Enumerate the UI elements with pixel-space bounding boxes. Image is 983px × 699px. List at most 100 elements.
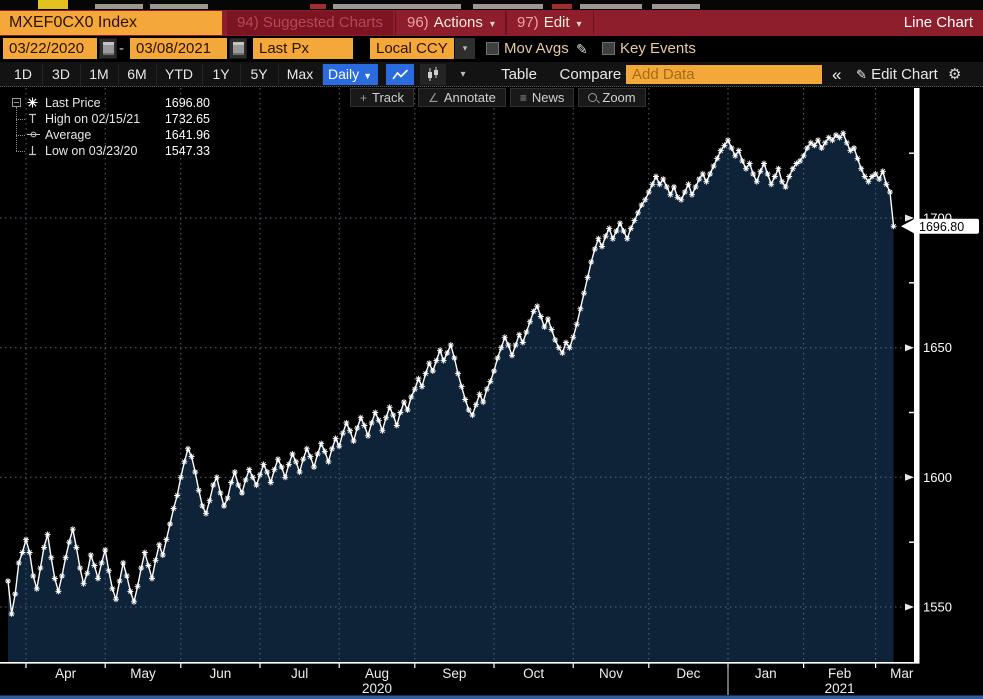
ticker-fragment bbox=[150, 4, 208, 9]
table-button[interactable]: Table bbox=[501, 66, 537, 83]
line-chart-type-button[interactable] bbox=[386, 64, 414, 85]
edit-menu-number: 97) bbox=[517, 14, 539, 31]
news-button[interactable]: ≡ News bbox=[509, 88, 575, 107]
svg-text:Jun: Jun bbox=[210, 666, 232, 681]
candlestick-chart-type-button[interactable] bbox=[420, 64, 446, 85]
chevron-down-icon: ▾ bbox=[576, 19, 582, 30]
range-button-ytd[interactable]: YTD bbox=[156, 64, 203, 85]
legend-label: Last Price bbox=[45, 96, 101, 110]
chart-toolbar: + Track ∠ Annotate ≡ News Zoom bbox=[350, 88, 646, 107]
edit-menu-button[interactable]: 97) Edit ▾ bbox=[505, 11, 594, 35]
svg-text:Feb: Feb bbox=[828, 666, 851, 681]
svg-text:Apr: Apr bbox=[55, 666, 77, 681]
add-data-input[interactable] bbox=[626, 65, 822, 84]
compare-label: Compare bbox=[559, 66, 622, 83]
price-field-selector[interactable]: Last Px bbox=[253, 38, 353, 59]
pencil-icon[interactable]: ✎ bbox=[576, 41, 588, 57]
line-chart-icon bbox=[391, 69, 408, 80]
mov-avgs-label[interactable]: Mov Avgs bbox=[504, 40, 569, 57]
edit-chart-button[interactable]: ✎ Edit Chart bbox=[856, 64, 938, 85]
svg-text:1696.80: 1696.80 bbox=[919, 220, 964, 234]
legend-row-high[interactable]: High on 02/15/21 1732.65 bbox=[12, 111, 242, 127]
legend-row-low[interactable]: Low on 03/23/20 1547.33 bbox=[12, 143, 242, 159]
legend-tree-line bbox=[16, 119, 25, 120]
series-point-markers bbox=[5, 130, 897, 617]
legend-row-average[interactable]: Average 1641.96 bbox=[12, 127, 242, 143]
ticker-fragment bbox=[652, 4, 700, 9]
title-bar: MXEF0CX0 Index 94) Suggested Charts 96) A… bbox=[0, 10, 983, 36]
compare-button[interactable]: Compare ▾ bbox=[556, 64, 634, 85]
start-date-field[interactable]: 03/22/2020 bbox=[3, 38, 97, 59]
function-key-badge bbox=[38, 0, 68, 9]
security-ticker-field[interactable]: MXEF0CX0 Index bbox=[0, 11, 222, 35]
svg-text:1650: 1650 bbox=[923, 340, 952, 355]
chevron-down-icon: ▾ bbox=[462, 43, 468, 53]
magnifier-icon bbox=[588, 93, 598, 102]
annotate-button[interactable]: ∠ Annotate bbox=[418, 88, 506, 107]
svg-text:2021: 2021 bbox=[825, 681, 855, 696]
calendar-icon[interactable] bbox=[99, 38, 117, 59]
ticker-fragment bbox=[473, 4, 543, 9]
ticker-fragment bbox=[580, 4, 642, 9]
ticker-fragment bbox=[552, 4, 572, 9]
mov-avgs-checkbox[interactable] bbox=[486, 42, 499, 55]
collapse-panel-button[interactable]: « bbox=[832, 65, 842, 84]
frequency-dropdown[interactable]: Daily ▼ bbox=[322, 64, 378, 85]
calendar-glyph bbox=[232, 42, 244, 55]
legend-row-last-price[interactable]: Last Price 1696.80 bbox=[12, 95, 242, 111]
svg-text:Oct: Oct bbox=[523, 666, 544, 681]
currency-selector[interactable]: Local CCY bbox=[370, 38, 454, 59]
pencil-icon: ✎ bbox=[856, 67, 867, 82]
series-area bbox=[8, 133, 894, 663]
chart-type-label: Line Chart bbox=[903, 14, 973, 31]
legend-tree-line bbox=[16, 135, 25, 136]
zoom-label: Zoom bbox=[602, 90, 636, 105]
range-button-1y[interactable]: 1Y bbox=[202, 64, 241, 85]
gear-icon[interactable]: ⚙ bbox=[948, 66, 962, 83]
period-bar: Daily▼ ▾ Table Compare ▾ « ✎ Edit Chart … bbox=[0, 62, 983, 87]
track-button[interactable]: + Track bbox=[350, 88, 415, 107]
date-range-separator: - bbox=[119, 40, 124, 57]
key-events-checkbox[interactable] bbox=[602, 42, 615, 55]
svg-text:1550: 1550 bbox=[923, 600, 952, 615]
range-button-1m[interactable]: 1M bbox=[80, 64, 119, 85]
news-lines-icon: ≡ bbox=[519, 90, 527, 105]
ticker-fragment bbox=[333, 4, 461, 9]
crosshair-icon: + bbox=[360, 90, 368, 105]
legend-value: 1641.96 bbox=[164, 128, 210, 142]
legend-tree-line bbox=[16, 151, 25, 152]
svg-text:Jan: Jan bbox=[755, 666, 777, 681]
range-button-max[interactable]: Max bbox=[278, 64, 323, 85]
last-price-badge: 1696.80 bbox=[901, 218, 979, 234]
svg-text:Dec: Dec bbox=[676, 666, 700, 681]
currency-dropdown-button[interactable]: ▾ bbox=[455, 38, 475, 59]
zoom-button[interactable]: Zoom bbox=[578, 88, 646, 107]
low-marker-icon bbox=[27, 145, 38, 159]
actions-menu-number: 96) bbox=[407, 14, 429, 31]
legend-value: 1696.80 bbox=[164, 96, 210, 110]
annotate-pencil-icon: ∠ bbox=[428, 90, 439, 105]
average-marker-icon bbox=[27, 129, 40, 143]
legend-collapse-icon[interactable] bbox=[12, 98, 21, 107]
chart-type-dropdown-button[interactable]: ▾ bbox=[452, 64, 474, 85]
range-button-6m[interactable]: 6M bbox=[118, 64, 157, 85]
range-button-3d[interactable]: 3D bbox=[42, 64, 81, 85]
range-button-5y[interactable]: 5Y bbox=[240, 64, 279, 85]
range-button-1d[interactable]: 1D bbox=[4, 64, 43, 85]
actions-menu-button[interactable]: 96) Actions ▾ bbox=[395, 11, 507, 35]
gridlines bbox=[0, 88, 904, 662]
svg-text:Sep: Sep bbox=[442, 666, 466, 681]
high-marker-icon bbox=[27, 113, 38, 127]
calendar-icon[interactable] bbox=[229, 38, 247, 59]
key-events-label[interactable]: Key Events bbox=[620, 40, 696, 57]
annotate-label: Annotate bbox=[443, 90, 496, 105]
actions-menu-label: Actions bbox=[433, 14, 483, 31]
svg-text:1600: 1600 bbox=[923, 470, 952, 485]
suggested-charts-button[interactable]: 94) Suggested Charts bbox=[227, 11, 393, 35]
edit-chart-label: Edit Chart bbox=[871, 66, 938, 83]
end-date-field[interactable]: 03/08/2021 bbox=[130, 38, 227, 59]
svg-text:May: May bbox=[130, 666, 156, 681]
track-label: Track bbox=[372, 90, 405, 105]
